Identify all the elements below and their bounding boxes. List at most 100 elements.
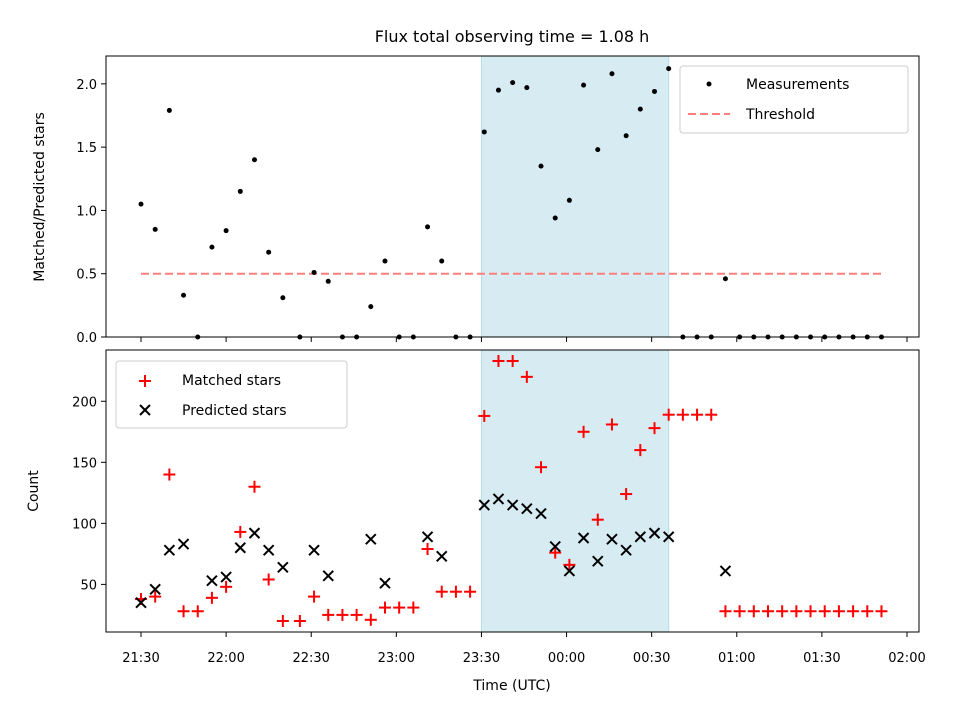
measurement-point bbox=[623, 133, 629, 139]
matched-star-point bbox=[234, 525, 247, 538]
measurement-point bbox=[538, 163, 544, 169]
matched-star-point bbox=[293, 615, 306, 628]
bottom-shaded-span bbox=[480, 349, 670, 633]
y-tick-label: 0.0 bbox=[76, 331, 97, 346]
matched-star-point bbox=[220, 580, 233, 593]
top-x-ticks bbox=[140, 337, 908, 342]
matched-star-point bbox=[705, 408, 718, 421]
top-panel: 0.00.51.01.52.0 Matched/Predicted stars … bbox=[32, 55, 920, 346]
top-legend-box bbox=[679, 65, 909, 134]
measurement-point bbox=[311, 269, 317, 275]
predicted-star-point bbox=[220, 571, 232, 583]
bottom-legend: Matched stars Predicted stars bbox=[115, 360, 348, 429]
matched-star-point bbox=[262, 573, 275, 586]
y-tick-label: 1.5 bbox=[76, 141, 97, 156]
matched-star-point bbox=[449, 585, 462, 598]
measurement-point bbox=[439, 258, 445, 264]
measurement-point bbox=[266, 249, 272, 255]
measurement-point bbox=[166, 107, 172, 113]
measurement-point bbox=[223, 228, 229, 234]
matched-star-point bbox=[177, 605, 190, 618]
matched-star-point bbox=[875, 605, 888, 618]
matched-star-point bbox=[577, 425, 590, 438]
matched-star-point bbox=[435, 585, 448, 598]
matched-star-point bbox=[847, 605, 860, 618]
predicted-star-point bbox=[492, 493, 505, 505]
matched-star-point bbox=[492, 354, 505, 367]
measurement-point bbox=[368, 304, 374, 310]
top-panel-title: Flux total observing time = 1.08 h bbox=[375, 27, 650, 46]
predicted-star-point bbox=[592, 555, 604, 567]
predicted-star-point bbox=[535, 507, 547, 520]
predicted-star-point bbox=[478, 499, 490, 511]
predicted-star-point bbox=[248, 527, 261, 539]
matched-star-point bbox=[163, 468, 176, 481]
measurement-point bbox=[481, 129, 487, 135]
shaded-span-rect bbox=[480, 55, 670, 338]
predicted-star-point bbox=[606, 533, 618, 545]
predicted-star-point bbox=[521, 502, 533, 515]
matched-star-point bbox=[662, 408, 675, 421]
predicted-star-point bbox=[506, 499, 519, 511]
matched-star-point bbox=[761, 605, 774, 618]
matched-star-point bbox=[776, 605, 789, 618]
top-shaded-span bbox=[480, 55, 670, 338]
bottom-axes-frame bbox=[105, 349, 920, 633]
x-tick-label: 02:00 bbox=[888, 651, 925, 666]
matched-star-point bbox=[149, 590, 162, 603]
predicted-star-point bbox=[549, 540, 561, 553]
x-tick-label: 23:30 bbox=[463, 651, 500, 666]
y-tick-label: 100 bbox=[72, 517, 97, 532]
matched-star-point bbox=[393, 601, 406, 614]
matched-star-point bbox=[648, 422, 661, 435]
predicted-star-point bbox=[563, 565, 576, 577]
predicted-star-point bbox=[577, 532, 590, 544]
predicted-star-point bbox=[206, 575, 218, 587]
matched-stars-points bbox=[135, 354, 888, 628]
y-tick-label: 0.5 bbox=[76, 268, 97, 283]
top-axes-frame bbox=[105, 55, 920, 338]
matched-star-point bbox=[322, 608, 335, 621]
predicted-star-point bbox=[662, 531, 675, 543]
predicted-star-point bbox=[719, 565, 732, 577]
matched-star-point bbox=[276, 615, 289, 628]
matched-star-point bbox=[308, 590, 321, 603]
measurement-point bbox=[566, 197, 572, 203]
bottom-legend-box bbox=[115, 360, 348, 429]
predicted-star-point bbox=[149, 583, 161, 595]
predicted-star-point bbox=[277, 561, 289, 574]
measurement-point bbox=[209, 244, 215, 250]
matched-star-point bbox=[563, 558, 576, 571]
y-tick-label: 1.0 bbox=[76, 204, 97, 219]
measurement-point bbox=[152, 226, 158, 232]
legend-threshold-label: Threshold bbox=[745, 107, 815, 123]
top-legend: Measurements Threshold bbox=[679, 65, 909, 134]
predicted-star-point bbox=[634, 531, 647, 543]
measurement-point bbox=[181, 292, 187, 298]
matched-star-point bbox=[818, 605, 831, 618]
measurement-point bbox=[581, 82, 587, 88]
measurement-point bbox=[237, 188, 243, 194]
matched-star-point bbox=[620, 488, 633, 501]
matched-star-point bbox=[191, 605, 204, 618]
matched-star-point bbox=[719, 605, 732, 618]
matched-star-point bbox=[676, 408, 689, 421]
matched-star-point bbox=[478, 409, 491, 422]
predicted-star-point bbox=[163, 544, 176, 556]
measurement-point bbox=[666, 66, 672, 72]
predicted-star-point bbox=[135, 596, 147, 609]
legend-predicted-marker bbox=[139, 404, 151, 416]
measurement-point bbox=[251, 157, 257, 163]
x-tick-label: 22:30 bbox=[292, 651, 329, 666]
measurement-point bbox=[382, 258, 388, 264]
predicted-star-point bbox=[436, 550, 448, 563]
bottom-x-ticks: 21:30 22:00 22:30 23:00 23:30 00:00 00:30 01:00… bbox=[122, 632, 926, 666]
x-tick-label: 23:00 bbox=[378, 651, 415, 666]
matched-star-point bbox=[421, 542, 434, 555]
top-y-ticks: 0.0 0.5 1.0 1.5 2.0 bbox=[76, 78, 106, 346]
measurement-point bbox=[425, 224, 431, 230]
predicted-stars-points bbox=[135, 493, 732, 609]
x-tick-label: 00:00 bbox=[548, 651, 585, 666]
matched-star-point bbox=[804, 605, 817, 618]
matched-star-point bbox=[378, 601, 391, 614]
